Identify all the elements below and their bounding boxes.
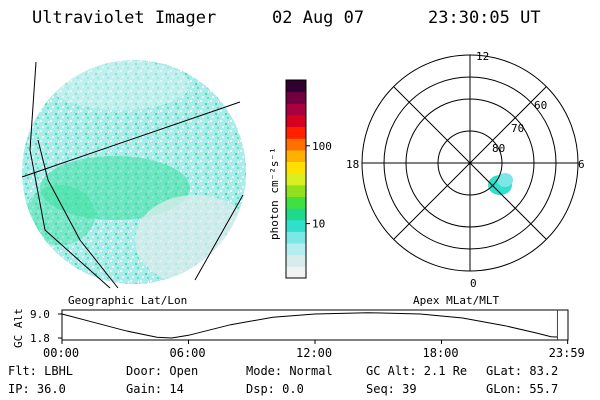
mode-info: Mode: Normal bbox=[246, 364, 333, 378]
altitude-curve bbox=[61, 312, 558, 339]
x-tick-label: 00:00 bbox=[43, 346, 79, 360]
lat-label-80: 80 bbox=[492, 142, 505, 155]
lat-label-60: 60 bbox=[534, 99, 547, 112]
instrument-title: Ultraviolet Imager bbox=[32, 8, 217, 28]
colorbar-frame bbox=[285, 79, 307, 279]
filter-info: Flt: LBHL bbox=[8, 364, 74, 378]
colorbar-cell bbox=[286, 173, 306, 186]
light-region bbox=[50, 60, 190, 110]
uv-globe-image bbox=[21, 60, 246, 289]
colorbar: 100 10 photon cm⁻²s⁻¹ bbox=[268, 79, 332, 279]
glat-info: GLat: 83.2 bbox=[486, 364, 559, 378]
colorbar-cell bbox=[286, 196, 306, 209]
right-caption: Apex MLat/MLT bbox=[413, 294, 499, 307]
longitude-line-mid bbox=[37, 139, 119, 289]
glon-info: GLon: 55.7 bbox=[486, 382, 559, 396]
orbit-timeline: GC Alt 9.0 1.8 00:00 06:00 12:00 18:00 23:59 bbox=[12, 308, 585, 360]
x-tick-label: 23:59 bbox=[549, 346, 585, 360]
colorbar-cell bbox=[286, 184, 306, 197]
colorbar-tick-label: 10 bbox=[312, 218, 325, 231]
latitude-line bbox=[21, 101, 241, 178]
gain-info: Gain: 14 bbox=[126, 382, 184, 396]
colorbar-cell bbox=[286, 219, 306, 232]
left-caption: Geographic Lat/Lon bbox=[68, 294, 187, 307]
longitude-line-west bbox=[29, 61, 111, 289]
mlt-label-0: 0 bbox=[470, 277, 477, 290]
lat-label-70: 70 bbox=[511, 122, 524, 135]
colorbar-cell bbox=[286, 254, 306, 267]
y-tick-1-8: 1.8 bbox=[30, 332, 50, 345]
colorbar-ticks: 100 10 bbox=[306, 140, 332, 231]
green-emission-patch bbox=[25, 185, 95, 245]
gray-dayside-region bbox=[135, 195, 246, 284]
colorbar-cell bbox=[286, 161, 306, 174]
timeline-axis-label: GC Alt bbox=[12, 308, 25, 348]
colorbar-cell bbox=[286, 80, 306, 93]
colorbar-cell bbox=[286, 208, 306, 221]
colorbar-unit-label: photon cm⁻²s⁻¹ bbox=[268, 147, 281, 240]
gc-alt-info: GC Alt: 2.1 Re bbox=[366, 364, 468, 378]
longitude-line-east bbox=[194, 194, 244, 281]
polar-diagonal-2 bbox=[393, 86, 547, 240]
colorbar-cell bbox=[286, 149, 306, 163]
green-emission-band bbox=[40, 156, 190, 220]
x-tick-label: 12:00 bbox=[296, 346, 332, 360]
auroral-spot-inner bbox=[497, 173, 513, 187]
colorbar-tick-label: 100 bbox=[312, 140, 332, 153]
polar-plot: 12 18 6 0 80 70 60 bbox=[346, 50, 585, 290]
x-tick-label: 18:00 bbox=[423, 346, 459, 360]
mlt-label-6: 6 bbox=[578, 158, 585, 171]
colorbar-cells bbox=[286, 80, 306, 279]
seq-info: Seq: 39 bbox=[366, 382, 417, 396]
colorbar-cell bbox=[286, 103, 306, 116]
mlt-label-12: 12 bbox=[476, 50, 489, 63]
observation-date: 02 Aug 07 bbox=[272, 8, 365, 28]
dsp-info: Dsp: 0.0 bbox=[246, 382, 304, 396]
observation-time: 23:30:05 UT bbox=[428, 8, 541, 28]
colorbar-cell bbox=[286, 91, 306, 104]
colorbar-cell bbox=[286, 114, 306, 128]
ip-info: IP: 36.0 bbox=[8, 382, 66, 396]
mlt-label-18: 18 bbox=[346, 158, 359, 171]
y-tick-9-0: 9.0 bbox=[30, 308, 50, 321]
timeline-x-ticks: 00:00 06:00 12:00 18:00 23:59 bbox=[43, 340, 585, 360]
x-tick-label: 06:00 bbox=[170, 346, 206, 360]
colorbar-cell bbox=[286, 138, 306, 151]
colorbar-cell bbox=[286, 126, 306, 139]
colorbar-cell bbox=[286, 231, 306, 244]
colorbar-cell bbox=[286, 243, 306, 256]
door-info: Door: Open bbox=[126, 364, 199, 378]
colorbar-cell bbox=[286, 266, 306, 279]
